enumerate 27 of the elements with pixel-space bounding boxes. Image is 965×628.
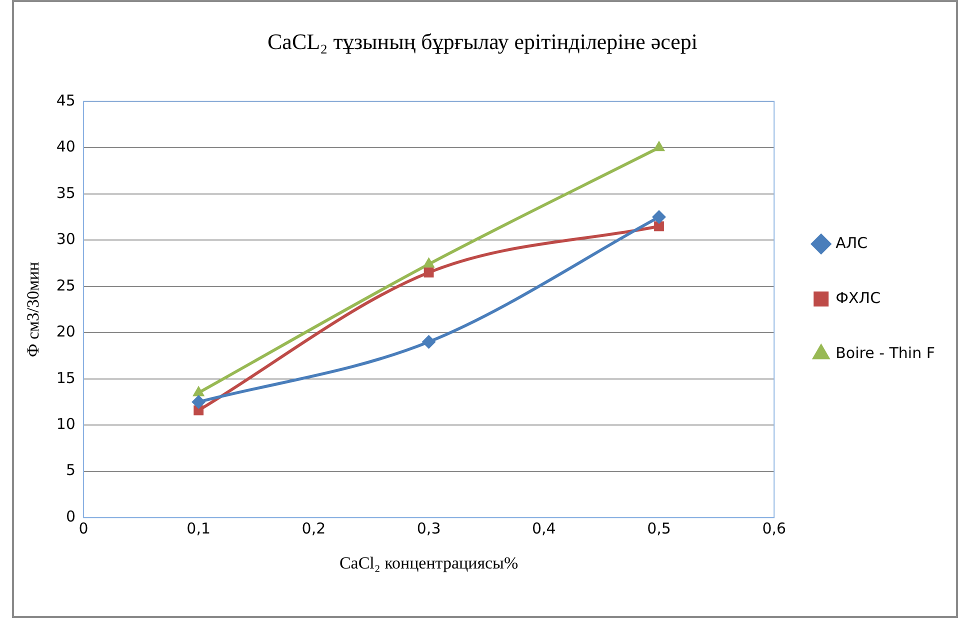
point — [652, 210, 666, 224]
y-tick-label: 0 — [66, 507, 76, 526]
x-tick-label: 0,1 — [186, 519, 211, 538]
y-tick-label: 25 — [56, 276, 76, 294]
point — [424, 268, 434, 278]
point — [422, 334, 436, 349]
y-axis-title: Ф см3/30мин — [24, 262, 43, 358]
x-tick-label: 0,2 — [302, 519, 326, 538]
y-tick-label: 20 — [56, 322, 76, 341]
chart-title: CaCL₂ тұзының бұрғылау ерітінділеріне әсері — [267, 28, 698, 54]
x-tick-label: 0 — [78, 519, 88, 538]
y-tick-label: 30 — [56, 230, 76, 248]
point — [192, 394, 206, 409]
x-tick-label: 0,3 — [416, 519, 441, 538]
legend-label: Boire - Thin F — [836, 344, 935, 362]
legend-label: АЛС — [836, 234, 868, 252]
x-tick-label: 0,5 — [647, 519, 671, 538]
y-tick-label: 45 — [56, 91, 76, 110]
legend-label: ФХЛС — [836, 288, 881, 307]
y-tick-label: 15 — [56, 368, 76, 387]
x-tick-label: 0,6 — [762, 519, 786, 538]
x-axis-title: CaCl₂ концентрациясы% — [339, 553, 518, 572]
x-tick-label: 0,4 — [532, 519, 556, 538]
y-tick-label: 40 — [56, 138, 76, 156]
y-tick-label: 35 — [56, 184, 76, 202]
y-tick-label: 10 — [56, 415, 76, 433]
y-tick-label: 5 — [66, 461, 76, 480]
